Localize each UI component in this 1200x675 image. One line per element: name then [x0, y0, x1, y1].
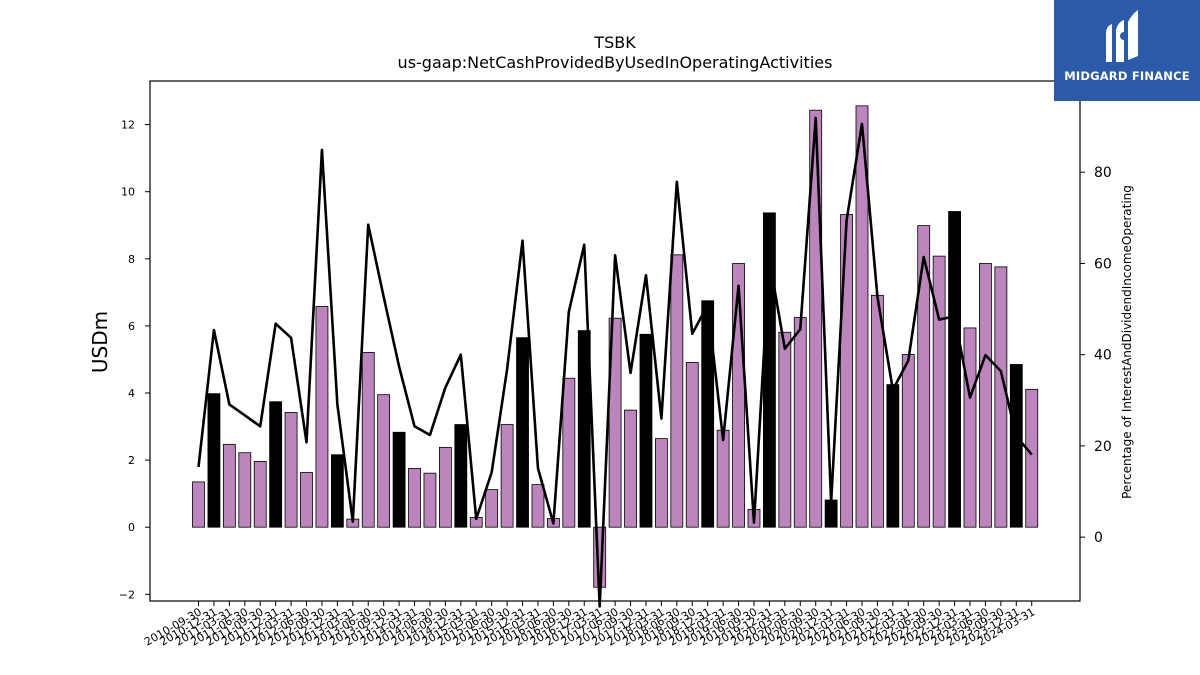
bar: [238, 452, 252, 528]
series-line: [197, 116, 1033, 608]
bar: [531, 484, 545, 528]
y2-tick-label: 40: [1094, 348, 1112, 364]
y-tick-label: 4: [128, 387, 135, 400]
bar: [361, 352, 375, 528]
bar: [655, 438, 668, 528]
logo-text: MIDGARD FINANCE: [1064, 69, 1190, 83]
midgard-m-logo-icon: [1106, 10, 1138, 62]
line-layer: [197, 116, 1033, 608]
bar: [408, 468, 421, 528]
bar: [284, 412, 298, 528]
bar: [624, 409, 637, 528]
bar: [871, 294, 884, 528]
bar: [901, 354, 915, 528]
axes-layer: −20246810120204060802010-09-302010-12-31…: [119, 80, 1112, 649]
bar: [994, 266, 1008, 528]
bar: [377, 394, 391, 528]
bar: [701, 300, 715, 528]
bar: [222, 443, 236, 528]
bar: [948, 211, 961, 528]
bar: [608, 317, 622, 528]
bar: [670, 254, 684, 528]
chart-title: TSBK: [593, 33, 636, 52]
bar: [207, 393, 221, 528]
bar: [824, 499, 838, 528]
y2-tick-label: 60: [1094, 256, 1112, 272]
bar: [577, 330, 591, 528]
bar: [562, 377, 576, 528]
y2-axis-label: Percentage of InterestAndDividendIncomeO…: [1120, 185, 1134, 499]
y-tick-label: 8: [128, 253, 135, 266]
bar: [979, 263, 992, 528]
y-tick-label: 6: [128, 320, 135, 333]
y-tick-label: 10: [121, 186, 135, 199]
bar: [639, 333, 653, 528]
y-tick-label: −2: [119, 588, 135, 601]
bar: [438, 446, 452, 528]
bar: [778, 331, 792, 528]
y-axis-label: USDm: [88, 311, 112, 373]
bar: [423, 472, 437, 528]
bar: [485, 489, 499, 528]
y2-tick-label: 20: [1094, 439, 1112, 455]
bar: [315, 306, 329, 528]
bar: [500, 424, 514, 528]
bar: [886, 384, 900, 528]
y-tick-label: 0: [128, 521, 135, 534]
bar: [716, 429, 730, 528]
bar: [330, 454, 344, 528]
bar: [855, 105, 869, 528]
bar: [840, 214, 853, 528]
bar: [192, 481, 205, 528]
bar: [269, 401, 283, 528]
midgard-finance-logo: MIDGARD FINANCE: [1054, 0, 1200, 101]
bar: [392, 431, 406, 528]
y2-tick-label: 80: [1094, 165, 1112, 181]
bar: [793, 317, 807, 528]
bar: [685, 362, 699, 528]
bar: [917, 225, 931, 528]
y2-tick-label: 0: [1094, 530, 1103, 546]
bar: [963, 327, 977, 528]
bar: [516, 337, 529, 528]
bar: [300, 472, 313, 528]
bar: [932, 255, 946, 528]
y-tick-label: 2: [128, 454, 135, 467]
bar: [454, 424, 468, 528]
bar: [1009, 364, 1023, 528]
bar: [253, 461, 267, 528]
bar: [1025, 388, 1039, 528]
y-tick-label: 12: [121, 119, 135, 132]
chart-subtitle: us-gaap:NetCashProvidedByUsedInOperating…: [398, 53, 833, 72]
